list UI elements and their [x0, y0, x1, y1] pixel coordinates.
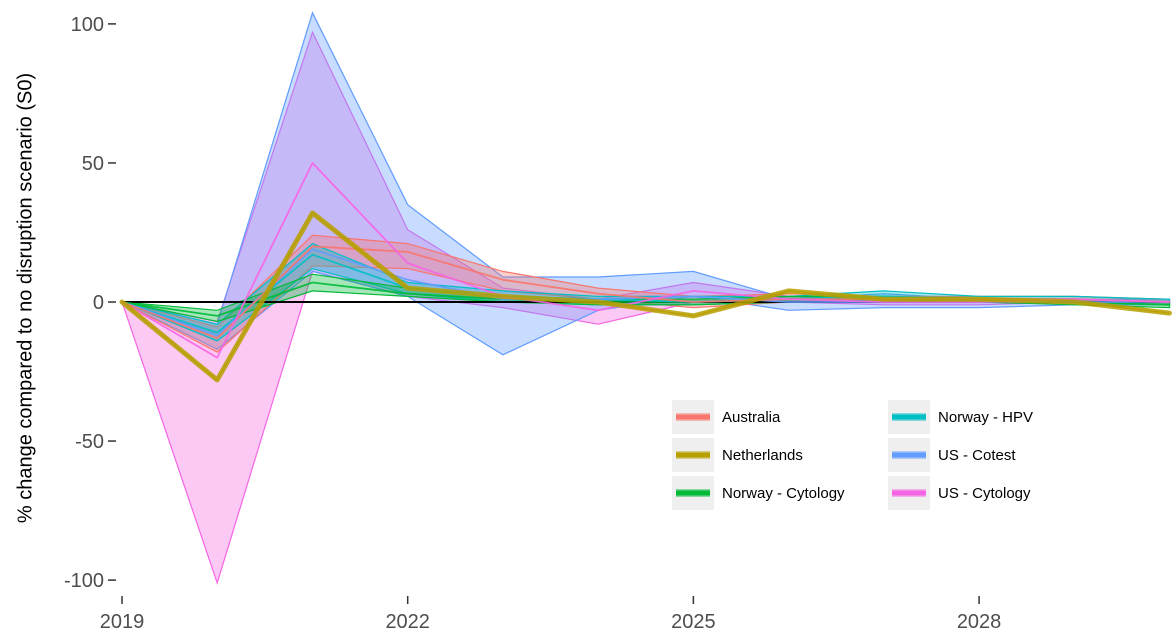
data-point-us-cotest-2020: [216, 334, 218, 336]
y-tick-label: -50: [75, 431, 104, 453]
y-tick-label: 0: [93, 292, 104, 314]
data-point-netherlands-2030: [1167, 311, 1172, 316]
data-point-norway-hpv-2020: [216, 332, 218, 334]
legend-label-norway-cytology: Norway - Cytology: [722, 485, 845, 502]
data-point-us-cotest-2021: [311, 248, 313, 250]
y-axis-title: % change compared to no disruption scena…: [14, 73, 36, 523]
data-point-netherlands-2021: [310, 211, 315, 216]
x-tick-label: 2025: [671, 611, 716, 633]
legend-label-australia: Australia: [722, 409, 781, 426]
data-point-netherlands-2029: [1072, 300, 1077, 305]
data-point-norway-hpv-2021: [311, 254, 313, 256]
data-point-us-cotest-2025: [692, 295, 694, 297]
data-point-netherlands-2026: [786, 288, 791, 293]
data-point-australia-2025: [692, 301, 694, 303]
data-point-us-cytology-2024: [597, 309, 599, 311]
x-tick-label: 2028: [957, 611, 1002, 633]
data-point-us-cytology-2021: [311, 162, 313, 164]
data-point-australia-2022: [407, 251, 409, 253]
data-point-australia-2024: [597, 293, 599, 295]
y-axis: -100 -50 0 50 100: [64, 14, 116, 592]
data-point-australia-2021: [311, 245, 313, 247]
series-line-netherlands: [119, 210, 1172, 383]
legend-label-us-cotest: US - Cotest: [938, 447, 1016, 464]
y-tick-label: 100: [71, 14, 104, 36]
data-point-us-cytology-2020: [216, 357, 218, 359]
data-point-australia-2023: [502, 279, 504, 281]
legend: Australia Netherlands Norway - Cytology Nor…: [672, 400, 1033, 510]
data-point-netherlands-2023: [500, 294, 505, 299]
data-point-us-cytology-2022: [407, 262, 409, 264]
data-point-netherlands-2028: [977, 297, 982, 302]
data-point-us-cytology-2030: [1169, 301, 1171, 303]
x-tick-label: 2019: [100, 611, 145, 633]
legend-label-norway-hpv: Norway - HPV: [938, 409, 1033, 426]
data-point-us-cotest-2026: [788, 301, 790, 303]
data-point-netherlands-2024: [596, 300, 601, 305]
data-point-us-cytology-2026: [788, 298, 790, 300]
data-point-norway-cytology-2021: [311, 282, 313, 284]
data-point-us-cotest-2022: [407, 279, 409, 281]
data-point-australia-2020: [216, 337, 218, 339]
data-point-netherlands-2020: [215, 377, 220, 382]
legend-label-netherlands: Netherlands: [722, 447, 803, 464]
legend-label-us-cytology: US - Cytology: [938, 485, 1031, 502]
data-point-norway-cytology-2020: [216, 315, 218, 317]
series-lines-layer: [119, 162, 1172, 383]
data-point-us-cytology-2025: [692, 290, 694, 292]
x-axis: 2019 2022 2025 2028: [100, 596, 1002, 633]
y-tick-label: 50: [82, 153, 104, 175]
data-point-norway-cytology-2030: [1169, 304, 1171, 306]
y-tick-label: -100: [64, 570, 104, 592]
x-tick-label: 2022: [385, 611, 430, 633]
data-point-netherlands-2025: [691, 313, 696, 318]
data-point-netherlands-2027: [881, 297, 886, 302]
data-point-norway-cytology-2022: [407, 293, 409, 295]
data-point-netherlands-2019: [120, 300, 125, 305]
data-point-netherlands-2022: [405, 286, 410, 291]
